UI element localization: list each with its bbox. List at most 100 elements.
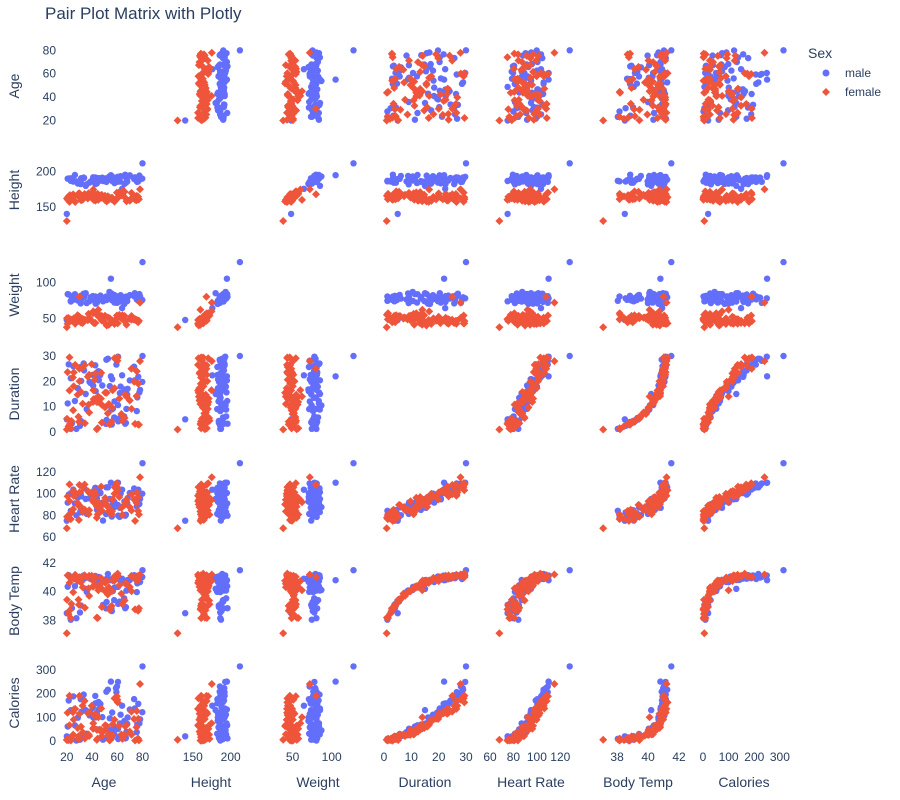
point-female-age-vs-heart-rate (514, 50, 523, 59)
point-female-age-vs-body-temp (627, 84, 636, 92)
point-female-weight-vs-duration (456, 298, 465, 307)
point-male-duration-vs-height (222, 402, 229, 409)
point-female-age-vs-weight (298, 87, 306, 96)
point-male-weight-vs-body-temp (657, 275, 664, 282)
point-female-age-vs-body-temp (662, 48, 671, 57)
point-female-age-vs-duration (434, 54, 443, 63)
point-male-height-vs-duration (454, 174, 462, 181)
point-female-height-vs-age (75, 190, 84, 199)
point-female-heart-rate-vs-age (136, 473, 144, 482)
point-female-age-vs-duration (394, 116, 403, 125)
point-female-weight-vs-duration (401, 313, 410, 322)
point-female-age-vs-calories (700, 116, 709, 125)
point-male-age-vs-height (217, 108, 224, 115)
point-female-height-vs-calories (724, 195, 733, 204)
point-female-age-vs-heart-rate (528, 80, 537, 89)
chart-title: Pair Plot Matrix with Plotly (45, 4, 242, 23)
point-male-weight-vs-duration (451, 300, 458, 307)
point-male-age-vs-height (214, 89, 222, 96)
point-male-age-vs-weight (332, 76, 339, 83)
point-male-duration-vs-weight (313, 382, 320, 390)
point-male-weight-vs-heart-rate (510, 293, 517, 300)
point-female-height-vs-body-temp (626, 190, 635, 199)
point-female-age-vs-height (200, 51, 209, 60)
point-female-age-vs-calories (708, 101, 717, 110)
point-female-age-vs-calories (730, 110, 739, 119)
point-male-weight-vs-heart-rate (545, 275, 552, 282)
point-female-weight-vs-duration (451, 316, 460, 325)
point-female-age-vs-height (197, 110, 205, 119)
point-male-age-vs-duration (462, 47, 470, 54)
point-male-age-vs-duration (429, 67, 437, 74)
point-female-age-vs-body-temp (659, 104, 668, 113)
point-female-height-vs-body-temp (659, 195, 668, 204)
point-male-weight-vs-duration (462, 258, 470, 266)
point-female-weight-vs-height (207, 298, 216, 307)
point-female-age-vs-weight (305, 48, 314, 57)
point-female-age-vs-duration (400, 78, 409, 87)
point-male-age-vs-calories (709, 52, 716, 59)
point-male-height-vs-age (139, 160, 146, 167)
point-male-weight-vs-duration (442, 292, 449, 300)
point-male-weight-vs-height (222, 288, 229, 296)
point-female-height-vs-age (62, 217, 71, 225)
point-female-height-vs-age (94, 195, 103, 204)
point-female-age-vs-calories (742, 100, 751, 108)
point-female-age-vs-heart-rate (534, 51, 543, 60)
point-female-age-vs-heart-rate (550, 48, 559, 57)
point-male-height-vs-duration (409, 173, 416, 180)
point-female-height-vs-weight (298, 195, 306, 204)
point-female-weight-vs-duration (382, 323, 391, 332)
point-male-weight-vs-duration (397, 295, 405, 302)
point-male-heart-rate-vs-weight (318, 503, 325, 511)
point-male-height-vs-age (93, 180, 101, 187)
point-female-age-vs-calories (722, 110, 730, 119)
point-female-age-vs-heart-rate (506, 88, 515, 97)
point-female-age-vs-calories (734, 84, 742, 93)
point-male-duration-vs-calories (733, 390, 740, 398)
point-male-height-vs-duration (430, 175, 437, 183)
point-male-body-temp-vs-height (212, 585, 219, 592)
point-female-age-vs-calories (715, 114, 724, 122)
point-female-age-vs-body-temp (648, 101, 657, 110)
point-male-body-temp-vs-weight (311, 595, 318, 602)
point-female-weight-vs-heart-rate (542, 292, 551, 301)
point-female-age-vs-duration (388, 76, 397, 85)
point-male-age-vs-calories (737, 66, 745, 73)
point-male-duration-vs-height (236, 352, 244, 360)
point-female-weight-vs-duration (445, 315, 454, 324)
point-male-weight-vs-age (89, 292, 97, 300)
point-female-height-vs-age (108, 193, 116, 202)
point-female-age-vs-duration (444, 115, 453, 124)
point-male-height-vs-heart-rate (545, 172, 552, 179)
point-female-age-vs-calories (705, 110, 714, 119)
point-female-height-vs-age (68, 195, 77, 204)
point-female-age-vs-heart-rate (504, 105, 513, 114)
point-female-age-vs-heart-rate (495, 116, 504, 125)
point-female-weight-vs-heart-rate (529, 319, 538, 328)
point-female-weight-vs-duration (410, 320, 419, 329)
point-female-age-vs-heart-rate (514, 56, 523, 65)
point-female-height-vs-body-temp (639, 190, 648, 199)
point-male-weight-vs-calories (763, 275, 771, 282)
point-male-height-vs-duration (413, 179, 421, 187)
point-female-duration-vs-age (69, 406, 78, 415)
point-female-age-vs-heart-rate (526, 73, 535, 82)
point-male-height-vs-age (103, 178, 110, 186)
point-male-body-temp-vs-height (217, 575, 225, 583)
point-female-height-vs-calories (730, 195, 739, 204)
point-female-weight-vs-duration (389, 315, 398, 324)
point-male-age-vs-duration (403, 52, 410, 59)
point-male-heart-rate-vs-calories (780, 460, 787, 467)
point-female-weight-vs-height (202, 292, 211, 301)
point-female-weight-vs-height (202, 316, 211, 325)
point-male-height-vs-duration (437, 177, 445, 184)
point-male-height-vs-calories (756, 174, 764, 181)
point-female-age-vs-duration (451, 100, 460, 108)
point-female-age-vs-weight (286, 110, 295, 119)
point-female-body-temp-vs-age (62, 629, 71, 638)
point-female-age-vs-calories (706, 65, 714, 74)
point-female-duration-vs-calories (724, 392, 733, 401)
point-female-weight-vs-heart-rate (495, 323, 504, 332)
point-male-weight-vs-duration (409, 288, 416, 296)
